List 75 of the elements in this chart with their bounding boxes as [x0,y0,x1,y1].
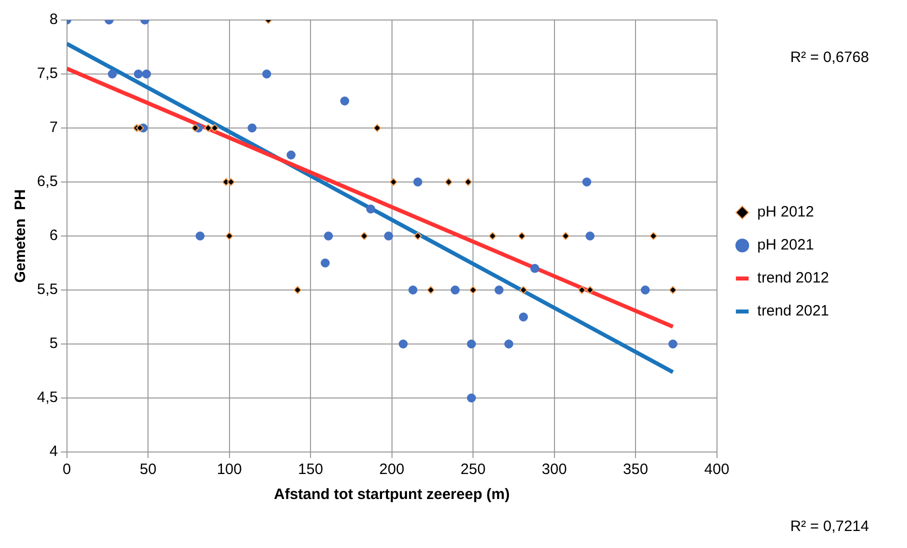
point [262,70,272,78]
y-tick-label: 4 [50,443,58,460]
point [373,124,382,132]
point [518,312,528,322]
point [450,286,460,294]
legend-label: trend 2012 [757,270,830,287]
point [414,232,422,240]
point [668,286,677,294]
point [320,258,330,268]
x-tick-label: 250 [460,461,486,478]
point [225,232,234,240]
x-tick-label: 150 [298,461,324,478]
point [210,124,219,132]
point [578,286,586,294]
legend-label: pH 2012 [757,204,814,221]
x-tick-label: 0 [62,461,72,478]
point [340,96,350,106]
x-tick-label: 50 [140,461,156,478]
point [384,232,394,240]
point [530,264,540,273]
point [134,70,143,78]
x-tick-label: 300 [542,461,567,478]
point [464,178,472,186]
point [191,124,200,132]
y-tick-label: 5,5 [36,281,58,298]
point [196,232,205,240]
y-tick-label: 4,5 [36,389,58,406]
point [504,340,514,348]
point [562,232,570,240]
y-tick-label: 7,5 [36,65,58,82]
y-tick-label: 6 [50,227,58,244]
point [413,178,422,186]
x-tick-label: 200 [379,461,404,478]
point [488,232,497,240]
point [582,178,592,186]
point [108,70,117,78]
point [469,286,478,294]
legend-label: trend 2021 [757,302,830,320]
point [586,286,594,294]
point [136,124,144,132]
point [519,286,528,294]
y-tick-label: 7 [50,119,58,136]
x-tick-label: 350 [623,461,648,478]
point [649,232,658,240]
point [408,286,418,294]
text: R² = 0,7214 [790,518,869,536]
y-tick-label: 5 [50,335,58,352]
point [586,232,595,240]
x-tick-label: 100 [216,461,242,478]
point [286,150,296,160]
x-tick-label: 400 [704,461,730,478]
legend-label: pH 2021 [757,236,814,254]
point [324,232,333,240]
text: R² = 0,6768 [790,49,869,66]
point [466,340,476,348]
y-tick-label: 6,5 [36,173,58,190]
point [444,178,453,186]
x-axis-title: Afstand tot startpunt zeereep (m) [274,486,510,504]
point [204,124,212,132]
point [226,178,235,186]
point [466,394,476,402]
point [494,286,504,294]
point [640,286,650,294]
point [366,204,376,214]
point [294,286,302,294]
point [389,178,398,186]
point [360,232,368,240]
point [518,232,526,240]
point [142,70,151,78]
y-tick-label: 8 [50,11,58,28]
y-axis-title: Gemeten PH [12,189,30,283]
point [248,124,257,132]
point [426,286,435,294]
point [668,340,678,348]
point [398,340,408,348]
